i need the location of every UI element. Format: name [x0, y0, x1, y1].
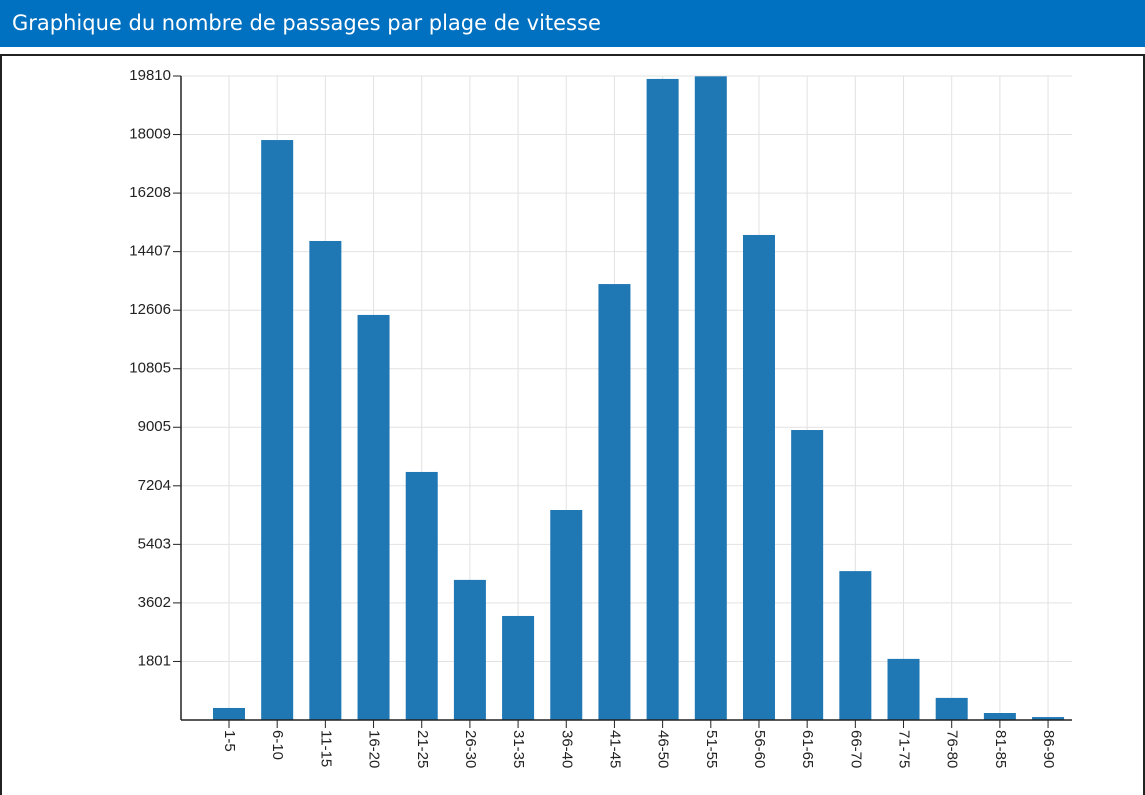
bar — [646, 78, 679, 721]
y-tick-label: 5403 — [138, 535, 171, 552]
bar — [887, 658, 920, 720]
x-tick-label: 31-35 — [510, 730, 527, 768]
bar — [453, 579, 486, 720]
bar — [309, 240, 342, 720]
bar — [983, 713, 1016, 720]
x-tick-label: 81-85 — [992, 730, 1009, 768]
y-tick-label: 9005 — [138, 418, 171, 435]
x-tick-label: 61-65 — [799, 730, 816, 768]
x-tick-label: 6-10 — [269, 730, 286, 760]
y-tick-label: 16208 — [129, 184, 171, 201]
bar — [791, 430, 824, 720]
x-tick-label: 26-30 — [462, 730, 479, 768]
bar — [261, 140, 294, 720]
x-tick-label: 16-20 — [366, 730, 383, 768]
bar — [405, 471, 438, 720]
x-tick-label: 41-45 — [606, 730, 623, 768]
bar — [550, 509, 583, 720]
x-tick-label: 21-25 — [414, 730, 431, 768]
x-tick-label: 76-80 — [944, 730, 961, 768]
panel — [0, 54, 1145, 795]
y-tick-label: 7204 — [138, 477, 171, 494]
x-tick-label: 36-40 — [558, 730, 575, 768]
x-tick-label: 71-75 — [896, 730, 913, 768]
bar — [357, 314, 390, 720]
y-tick-label: 18009 — [129, 126, 171, 143]
y-tick-label: 3602 — [138, 594, 171, 611]
x-tick-label: 66-70 — [847, 730, 864, 768]
bar — [502, 615, 535, 720]
bar — [213, 707, 245, 720]
bar — [742, 234, 775, 720]
bar — [694, 76, 727, 721]
bar — [598, 284, 631, 720]
y-tick-label: 10805 — [129, 360, 171, 377]
y-tick-label: 1801 — [138, 652, 171, 669]
bar — [839, 571, 872, 720]
x-tick-label: 56-60 — [751, 730, 768, 768]
y-tick-label: 19810 — [129, 67, 171, 84]
x-tick-label: 51-55 — [703, 730, 720, 768]
x-tick-label: 46-50 — [655, 730, 672, 768]
x-tick-label: 11-15 — [317, 730, 334, 767]
bar — [1032, 717, 1065, 720]
y-tick-label: 12606 — [129, 301, 171, 318]
x-tick-label: 86-90 — [1040, 730, 1057, 768]
bar — [935, 697, 968, 720]
header: Graphique du nombre de passages par plag… — [0, 0, 1145, 47]
x-tick-label: 1-5 — [221, 730, 238, 752]
y-tick-label: 14407 — [129, 243, 171, 260]
